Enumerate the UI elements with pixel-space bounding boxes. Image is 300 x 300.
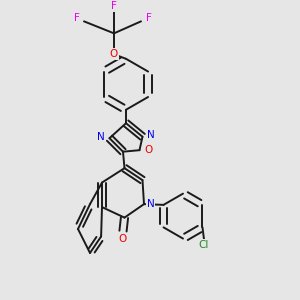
- Text: O: O: [119, 234, 127, 244]
- Text: F: F: [74, 14, 80, 23]
- Text: Cl: Cl: [199, 240, 209, 250]
- Text: F: F: [111, 2, 117, 11]
- Text: N: N: [147, 130, 155, 140]
- Text: N: N: [147, 199, 154, 209]
- Text: O: O: [144, 145, 153, 155]
- Text: F: F: [146, 14, 152, 23]
- Text: N: N: [97, 132, 105, 142]
- Text: O: O: [110, 49, 118, 59]
